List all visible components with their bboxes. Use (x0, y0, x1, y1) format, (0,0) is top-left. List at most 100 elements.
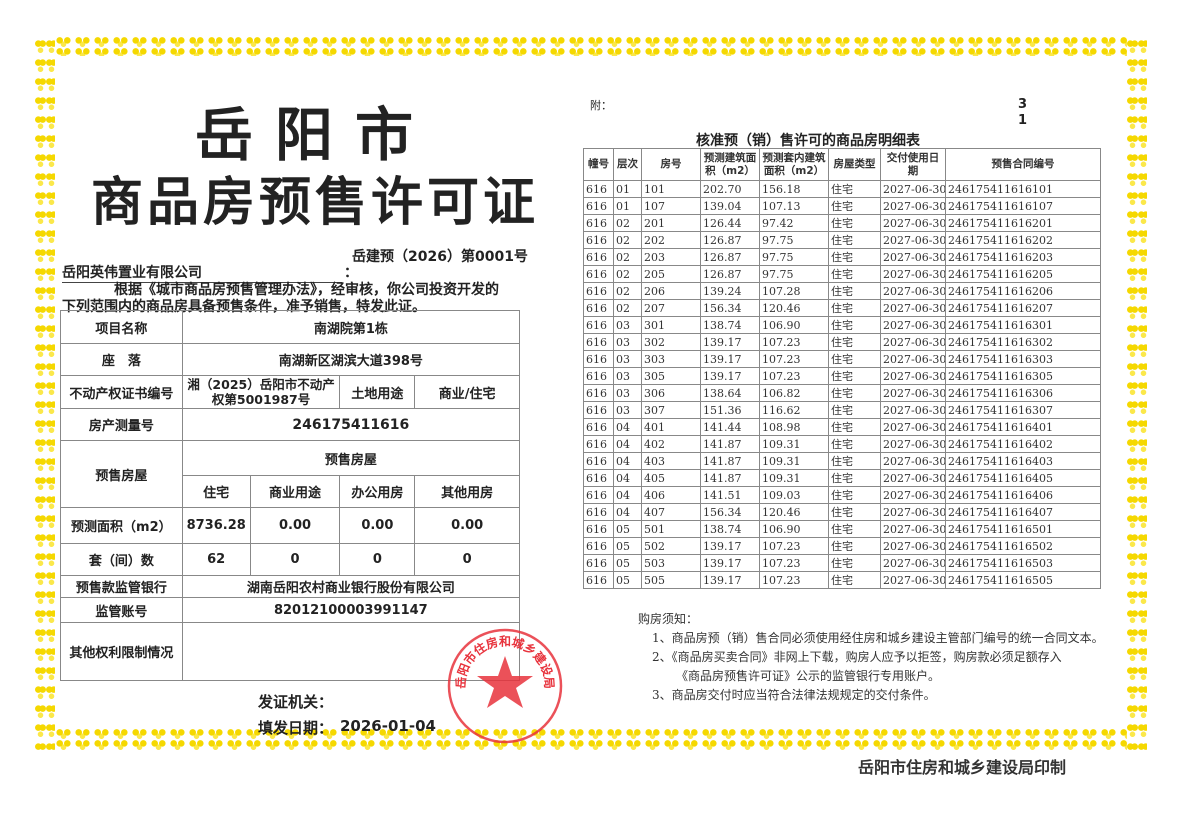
table-cell: 616 (583, 180, 614, 198)
table-cell: 107 (641, 197, 701, 215)
table-cell: 109.31 (759, 452, 829, 470)
table-row: 616 03 302 139.17 107.23 住宅 2027-06-30 24617541… (583, 333, 1101, 351)
table-cell: 2027-06-30 (880, 571, 946, 589)
table-cell: 246175411616503 (945, 554, 1101, 572)
detail-table-title: 核准预（销）售许可的商品房明细表 (696, 133, 920, 149)
table-cell: 202.70 (700, 180, 760, 198)
table-cell: 02 (613, 299, 642, 317)
decorative-border-left (35, 36, 55, 750)
table-row: 616 02 205 126.87 97.75 住宅 2027-06-30 246175411… (583, 265, 1101, 283)
table-row: 616 05 502 139.17 107.23 住宅 2027-06-30 24617541… (583, 537, 1101, 555)
area-residential: 8736.28 (181, 507, 251, 544)
bank: 湖南岳阳农村商业银行股份有限公司 (181, 575, 521, 598)
column-header: 房屋类型 (828, 148, 881, 181)
table-cell: 126.87 (700, 231, 760, 249)
table-cell: 107.13 (759, 197, 829, 215)
other-restrictions (181, 622, 521, 681)
table-cell: 2027-06-30 (880, 299, 946, 317)
title-city: 岳阳市 (194, 101, 435, 169)
issuer-label: 发证机关： (258, 693, 334, 711)
table-cell: 407 (641, 503, 701, 521)
table-cell: 05 (613, 537, 642, 555)
type-other: 其他用房 (414, 475, 520, 508)
table-cell: 住宅 (828, 248, 881, 266)
table-row: 616 04 405 141.87 109.31 住宅 2027-06-30 24617541… (583, 469, 1101, 487)
table-cell: 126.44 (700, 214, 760, 232)
table-row: 616 02 201 126.44 97.42 住宅 2027-06-30 246175411… (583, 214, 1101, 232)
table-cell: 246175411616403 (945, 452, 1101, 470)
table-row: 616 03 305 139.17 107.23 住宅 2027-06-30 24617541… (583, 367, 1101, 385)
table-row: 616 01 107 139.04 107.13 住宅 2027-06-30 24617541… (583, 197, 1101, 215)
table-cell: 120.46 (759, 503, 829, 521)
table-cell: 住宅 (828, 367, 881, 385)
table-cell: 住宅 (828, 418, 881, 436)
table-cell: 120.46 (759, 299, 829, 317)
table-cell: 405 (641, 469, 701, 487)
purchase-notes: 购房须知： 1、商品房预（销）售合同必须使用经住房和城乡建设主管部门编号的统一合… (638, 610, 1104, 705)
table-cell: 138.74 (700, 520, 760, 538)
table-cell: 05 (613, 571, 642, 589)
table-cell: 04 (613, 503, 642, 521)
units-commercial: 0 (249, 543, 341, 576)
table-cell: 住宅 (828, 435, 881, 453)
other-label: 其他权利限制情况 (60, 622, 183, 681)
table-cell: 138.64 (700, 384, 760, 402)
table-cell: 246175411616305 (945, 367, 1101, 385)
table-cell: 02 (613, 231, 642, 249)
title-certificate: 商品房预售许可证 (90, 173, 539, 233)
table-cell: 107.23 (759, 350, 829, 368)
table-cell: 616 (583, 401, 614, 419)
table-cell: 246175411616303 (945, 350, 1101, 368)
table-cell: 2027-06-30 (880, 316, 946, 334)
table-cell: 101 (641, 180, 701, 198)
table-row: 616 03 307 151.36 116.62 住宅 2027-06-30 24617541… (583, 401, 1101, 419)
table-cell: 201 (641, 214, 701, 232)
note-item-2: 2、《商品房买卖合同》非网上下载，购房人应予以拒签，购房款必须足额存入 (652, 650, 1062, 664)
table-cell: 202 (641, 231, 701, 249)
decorative-border-bottom (35, 728, 1147, 750)
table-cell: 住宅 (828, 350, 881, 368)
table-cell: 107.23 (759, 554, 829, 572)
table-cell: 住宅 (828, 503, 881, 521)
table-cell: 住宅 (828, 520, 881, 538)
area-label: 预测面积（m2） (60, 507, 183, 544)
unit-detail-table: 幢号 层次 房号 预测建筑面积（m2） 预测套内建筑面积（m2） 房屋类型 交付使用日期 预售… (583, 148, 1101, 589)
table-cell: 141.87 (700, 469, 760, 487)
table-cell: 246175411616203 (945, 248, 1101, 266)
project-name: 南湖院第1栋 (181, 310, 521, 344)
table-cell: 616 (583, 554, 614, 572)
table-cell: 616 (583, 469, 614, 487)
units-residential: 62 (181, 543, 251, 576)
table-cell: 246175411616501 (945, 520, 1101, 538)
table-cell: 住宅 (828, 265, 881, 283)
column-header: 层次 (613, 148, 642, 181)
page-total: 3 (1018, 97, 1028, 112)
table-cell: 305 (641, 367, 701, 385)
table-cell: 住宅 (828, 571, 881, 589)
bank-label: 预售款监管银行 (60, 575, 183, 598)
table-row: 616 05 503 139.17 107.23 住宅 2027-06-30 24617541… (583, 554, 1101, 572)
column-header: 房号 (641, 148, 701, 181)
table-cell: 2027-06-30 (880, 180, 946, 198)
table-cell: 616 (583, 486, 614, 504)
cert-value: 湘（2025）岳阳市不动产权第5001987号 (181, 375, 341, 409)
table-cell: 203 (641, 248, 701, 266)
table-cell: 2027-06-30 (880, 537, 946, 555)
table-cell: 616 (583, 452, 614, 470)
table-cell: 109.31 (759, 469, 829, 487)
table-cell: 616 (583, 435, 614, 453)
land-use-label: 土地用途 (339, 375, 416, 409)
table-cell: 2027-06-30 (880, 554, 946, 572)
table-row: 616 04 403 141.87 109.31 住宅 2027-06-30 24617541… (583, 452, 1101, 470)
table-cell: 106.82 (759, 384, 829, 402)
table-cell: 01 (613, 180, 642, 198)
company-name: 岳阳英伟置业有限公司 (62, 262, 342, 283)
table-cell: 04 (613, 469, 642, 487)
survey-label: 房产测量号 (60, 408, 183, 441)
table-cell: 246175411616406 (945, 486, 1101, 504)
table-cell: 住宅 (828, 333, 881, 351)
table-cell: 住宅 (828, 384, 881, 402)
table-cell: 141.87 (700, 452, 760, 470)
table-cell: 97.42 (759, 214, 829, 232)
table-cell: 2027-06-30 (880, 418, 946, 436)
